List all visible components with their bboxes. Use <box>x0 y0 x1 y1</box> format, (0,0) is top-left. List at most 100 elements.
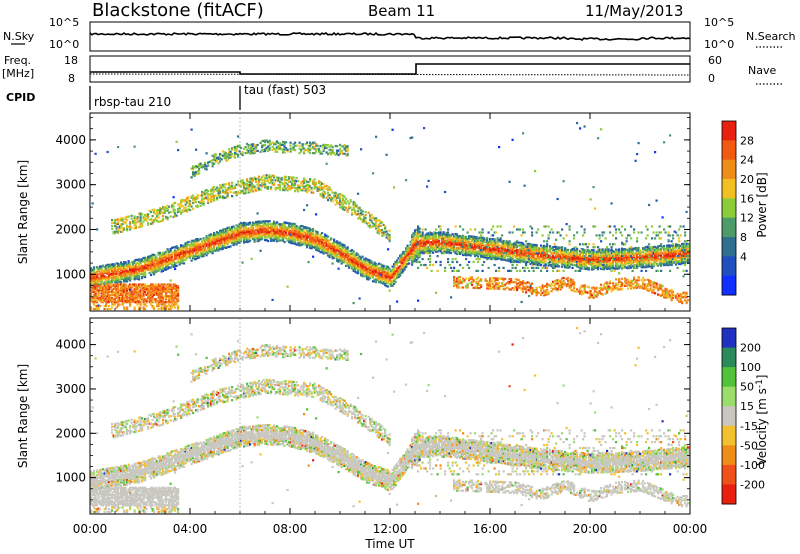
power-cell <box>421 236 424 239</box>
power-cell <box>97 306 100 309</box>
power-cell <box>465 248 468 251</box>
power-cell <box>162 253 165 256</box>
power-cell <box>168 211 171 214</box>
power-cell <box>115 223 118 226</box>
power-cell <box>111 289 114 292</box>
power-cell <box>412 247 415 250</box>
power-cell <box>331 149 334 152</box>
power-cell <box>388 270 391 273</box>
power-cell <box>306 233 309 236</box>
power-cell <box>93 272 96 275</box>
power-cell <box>213 243 216 247</box>
power-cell <box>139 261 142 264</box>
power-cell <box>316 246 319 249</box>
power-cell <box>417 255 420 258</box>
power-cell <box>256 231 259 234</box>
power-cell <box>118 292 121 295</box>
power-cell <box>195 244 198 247</box>
power-cell <box>463 246 466 249</box>
power-cell <box>363 215 366 219</box>
power-cell <box>229 240 232 243</box>
power-cell <box>271 222 274 225</box>
power-cell <box>301 187 304 190</box>
power-cell <box>106 293 109 296</box>
power-cell <box>151 304 154 308</box>
power-cell <box>358 261 361 264</box>
power-cell <box>261 179 264 182</box>
power-cell <box>274 179 277 182</box>
power-cell <box>463 243 466 246</box>
power-cell <box>126 296 129 299</box>
power-cell <box>268 139 271 142</box>
power-cell <box>342 255 345 258</box>
power-cell <box>460 247 463 250</box>
power-cell <box>274 149 277 152</box>
power-cell <box>370 260 373 263</box>
power-cell <box>330 243 333 246</box>
power-cell <box>109 274 112 277</box>
power-cell <box>313 184 316 187</box>
power-cell <box>372 263 375 266</box>
power-cell <box>285 141 288 144</box>
power-cell <box>282 149 285 152</box>
power-cell <box>349 260 352 263</box>
power-cell <box>123 227 126 230</box>
power-cell <box>327 193 330 196</box>
power-cell <box>348 260 351 264</box>
power-cell <box>345 202 348 205</box>
power-cell <box>276 238 279 241</box>
power-cell <box>214 240 217 243</box>
power-cell <box>100 298 103 301</box>
power-cell <box>93 293 96 296</box>
power-cell <box>396 259 399 262</box>
power-cell <box>265 230 268 233</box>
power-cell <box>369 214 372 217</box>
power-cell <box>346 263 349 266</box>
power-cell <box>222 238 225 242</box>
power-cell <box>415 237 418 241</box>
power-cell <box>468 266 471 269</box>
power-cell <box>471 244 474 247</box>
power-cell <box>382 266 385 269</box>
power-cell <box>379 272 382 275</box>
power-cell <box>273 147 276 150</box>
power-cell <box>444 233 447 236</box>
power-cell <box>282 140 285 144</box>
power-cell <box>120 287 123 290</box>
power-cell <box>192 255 195 258</box>
power-cell <box>106 280 109 283</box>
power-cell <box>279 236 282 239</box>
power-cell <box>195 248 198 251</box>
power-cell <box>112 279 115 282</box>
power-cell <box>478 242 481 245</box>
power-cell <box>93 276 96 279</box>
power-cell <box>483 254 486 257</box>
power-cell <box>252 143 255 146</box>
power-cell <box>228 148 231 151</box>
power-cell <box>177 307 180 311</box>
power-cell <box>117 299 120 302</box>
power-cell <box>279 181 282 184</box>
power-cell <box>366 263 369 266</box>
power-cell <box>336 195 339 198</box>
power-cell <box>127 284 130 288</box>
power-cell <box>307 241 310 244</box>
power-cell <box>475 250 478 253</box>
power-cell <box>465 242 468 245</box>
power-cell <box>468 260 471 264</box>
power-cell <box>192 165 195 168</box>
power-cell <box>466 239 469 242</box>
power-cell <box>102 289 105 292</box>
power-cell <box>234 153 237 156</box>
power-cell <box>336 194 339 197</box>
power-cell <box>226 239 229 242</box>
power-cell <box>159 254 162 257</box>
power-cell <box>375 264 378 267</box>
power-cell <box>399 273 402 276</box>
power-cell <box>385 282 388 285</box>
power-cell <box>184 252 187 255</box>
power-cell <box>96 286 99 289</box>
power-cell <box>378 267 381 270</box>
power-cell <box>106 276 109 279</box>
power-cell <box>399 270 402 273</box>
